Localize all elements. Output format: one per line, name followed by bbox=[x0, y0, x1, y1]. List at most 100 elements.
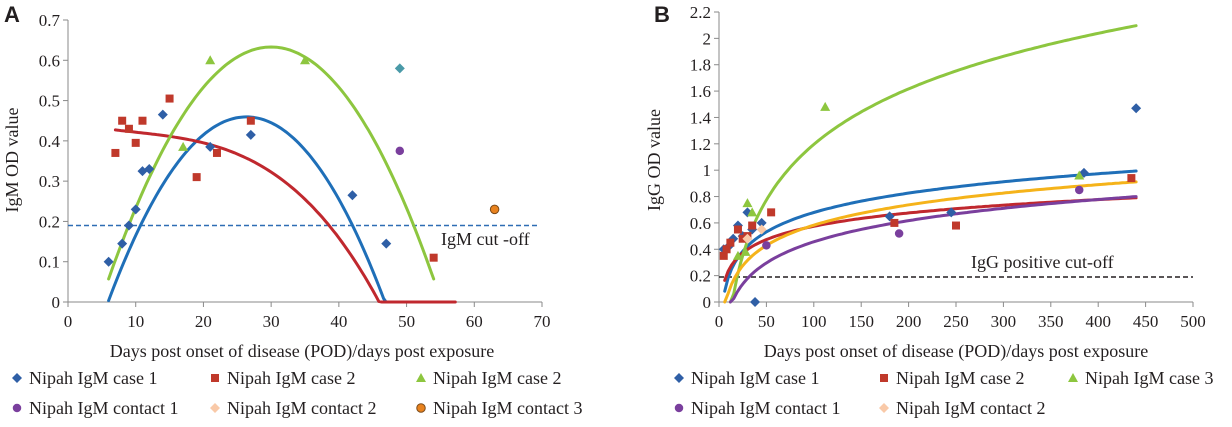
panel-b-y-axis-title: IgG OD value bbox=[644, 109, 664, 211]
legend-marker bbox=[674, 403, 684, 413]
legend-item-nipah-igm-contact-3: Nipah IgM contact 3 bbox=[416, 398, 582, 418]
legend-label: Nipah IgM contact 2 bbox=[227, 398, 376, 418]
panel-a-letter: A bbox=[4, 2, 20, 27]
y-tick-label: 2.2 bbox=[690, 3, 711, 22]
data-point-nipah-igm-case-1 bbox=[117, 238, 128, 249]
data-point-nipah-igm-case-1 bbox=[144, 164, 155, 175]
legend-marker bbox=[210, 403, 220, 413]
x-tick-label: 50 bbox=[398, 312, 415, 331]
data-point-nipah-igm-case-2 bbox=[1127, 174, 1136, 183]
data-point-nipah-igm-case-1 bbox=[946, 207, 957, 218]
data-point-teal-point bbox=[394, 63, 405, 74]
panel-a-legend: Nipah IgM case 1 Nipah IgM case 2 Nipah Ig… bbox=[12, 368, 582, 418]
panel-b-x-axis-title: Days post onset of disease (POD)/days po… bbox=[764, 341, 1148, 362]
legend-item-nipah-igm-case-2: Nipah IgM case 2 bbox=[880, 368, 1024, 388]
data-point-nipah-igm-case-1 bbox=[157, 109, 168, 120]
y-tick-label: 0.2 bbox=[39, 212, 60, 231]
legend-item-nipah-igm-contact-1: Nipah IgM contact 1 bbox=[12, 398, 178, 418]
y-tick-label: 0.3 bbox=[39, 172, 60, 191]
legend-marker bbox=[416, 403, 426, 413]
data-point-nipah-igm-case-2 bbox=[952, 221, 960, 230]
legend-label: Nipah IgM case 2 bbox=[896, 368, 1024, 388]
data-point-nipah-igm-case-3 bbox=[740, 246, 751, 256]
y-tick-label: 0.4 bbox=[690, 240, 712, 259]
y-tick-label: 0.6 bbox=[690, 214, 711, 233]
y-tick-label: 0.5 bbox=[39, 92, 60, 111]
data-point-nipah-igm-case-1 bbox=[884, 211, 895, 222]
panel-a-y-axis-title: IgM OD value bbox=[2, 108, 22, 213]
panel-b-chart: B 0 0.2 0.4 0.6 0.8 1 1.2 1.4 1.6 1.8 2 2.2 0 50 100 15… bbox=[644, 2, 1213, 418]
data-point-nipah-igm-case-3 bbox=[1074, 170, 1085, 180]
x-tick-label: 40 bbox=[330, 312, 347, 331]
trendline-nipah-igm-case-1 bbox=[107, 115, 411, 304]
panel-b-letter: B bbox=[654, 2, 670, 27]
data-point-nipah-igm-case-2 bbox=[300, 55, 310, 65]
legend-marker bbox=[879, 403, 889, 413]
legend-marker bbox=[211, 374, 219, 382]
x-tick-label: 150 bbox=[848, 312, 874, 331]
legend-marker bbox=[12, 403, 22, 413]
x-tick-label: 500 bbox=[1180, 312, 1206, 331]
y-tick-label: 0.1 bbox=[39, 253, 60, 272]
trendline-nipah-igm-case-1 bbox=[723, 169, 1138, 293]
legend-label: Nipah IgM contact 2 bbox=[896, 398, 1045, 418]
y-tick-label: 0.2 bbox=[690, 267, 711, 286]
data-point-nipah-igm-contact-1 bbox=[1074, 185, 1084, 195]
data-point-nipah-igm-case-3 bbox=[747, 207, 758, 217]
data-point-nipah-igm-case-2 bbox=[890, 218, 899, 227]
data-point-nipah-igm-case-2 bbox=[138, 116, 147, 125]
trendline-nipah-igm-case-3 bbox=[728, 24, 1138, 304]
trendline-nipah-igm-contact-2 bbox=[723, 180, 1138, 304]
data-point-nipah-igm-case-1 bbox=[103, 256, 114, 267]
data-point-nipah-igm-case-2 bbox=[205, 55, 216, 65]
panel-a-cutoff-label: IgM cut -off bbox=[441, 229, 530, 249]
panel-b-points bbox=[718, 101, 1142, 307]
y-tick-label: 1.6 bbox=[690, 82, 711, 101]
legend-marker bbox=[1068, 373, 1078, 382]
legend-label: Nipah IgM case 2 bbox=[433, 368, 561, 388]
data-point-nipah-igm-case-2 bbox=[748, 221, 757, 230]
data-point-nipah-igm-case-1 bbox=[245, 129, 256, 140]
data-point-nipah-igm-contact-1 bbox=[395, 146, 405, 156]
legend-item-nipah-igm-contact-2: Nipah IgM contact 2 bbox=[879, 398, 1045, 418]
legend-item-nipah-igm-case-3: Nipah IgM case 3 bbox=[1068, 368, 1213, 388]
panel-a-trendlines bbox=[107, 45, 457, 304]
data-point-nipah-igm-case-1 bbox=[750, 297, 761, 307]
data-point-nipah-igm-case-1 bbox=[130, 204, 141, 215]
y-tick-label: 1.8 bbox=[690, 56, 711, 75]
data-point-nipah-igm-case-1 bbox=[1131, 103, 1142, 114]
panel-a-points bbox=[103, 55, 500, 267]
data-point-nipah-igm-case-2 bbox=[429, 253, 438, 262]
data-point-nipah-igm-case-1 bbox=[347, 190, 358, 201]
y-tick-label: 0.7 bbox=[39, 11, 61, 30]
legend-item-nipah-igm-case-1: Nipah IgM case 1 bbox=[674, 368, 819, 388]
x-tick-label: 0 bbox=[64, 312, 73, 331]
y-tick-label: 0 bbox=[703, 293, 712, 312]
panel-a-x-axis-title: Days post onset of disease (POD)/days po… bbox=[110, 341, 494, 362]
x-tick-label: 60 bbox=[466, 312, 483, 331]
legend-label: Nipah IgM contact 3 bbox=[433, 398, 582, 418]
data-point-nipah-igm-case-2 bbox=[131, 138, 140, 147]
legend-label: Nipah IgM contact 1 bbox=[29, 398, 178, 418]
x-tick-label: 100 bbox=[801, 312, 827, 331]
x-tick-label: 250 bbox=[943, 312, 969, 331]
data-point-nipah-igm-case-2 bbox=[118, 116, 127, 125]
data-point-nipah-igm-case-3 bbox=[742, 198, 753, 208]
trendline-nipah-igm-contact-1 bbox=[728, 195, 1138, 304]
data-point-nipah-igm-case-3 bbox=[820, 101, 831, 111]
data-point-nipah-igm-contact-2 bbox=[756, 224, 767, 235]
data-point-nipah-igm-contact-1 bbox=[894, 229, 904, 238]
data-point-nipah-igm-case-1 bbox=[205, 141, 216, 152]
legend-label: Nipah IgM case 1 bbox=[29, 368, 157, 388]
y-tick-label: 1 bbox=[703, 161, 712, 180]
trendline-nipah-igm-case-2 bbox=[113, 128, 457, 304]
data-point-nipah-igm-case-2 bbox=[192, 173, 201, 182]
x-tick-label: 300 bbox=[991, 312, 1017, 331]
x-tick-label: 50 bbox=[758, 312, 775, 331]
x-tick-label: 450 bbox=[1133, 312, 1159, 331]
y-tick-label: 0 bbox=[52, 293, 61, 312]
legend-item-nipah-igm-case-2: Nipah IgM case 2 bbox=[416, 368, 561, 388]
legend-marker bbox=[880, 374, 888, 382]
legend-marker bbox=[12, 373, 22, 383]
